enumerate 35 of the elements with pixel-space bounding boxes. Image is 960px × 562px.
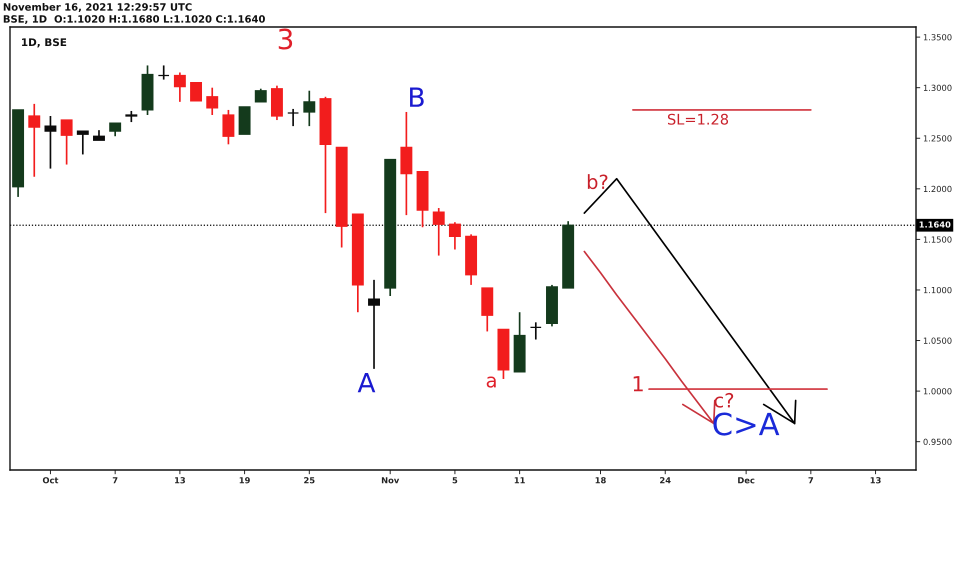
y-tick-label: 1.3500: [924, 34, 952, 40]
annotation: B: [410, 88, 424, 107]
x-tick-label: Oct: [42, 477, 58, 484]
x-tick-label: 25: [304, 477, 315, 484]
annotation: SL=1.28: [668, 114, 728, 125]
ref-line-label: 1.1640: [920, 221, 950, 228]
x-tick-label: 5: [452, 477, 458, 484]
annotation: c?: [714, 392, 734, 408]
y-tick-label: 1.2500: [924, 135, 952, 142]
x-tick-label: 19: [240, 477, 250, 484]
annotation: a: [486, 376, 496, 388]
annotation: C>A: [713, 412, 780, 436]
annotation: b?: [588, 174, 608, 190]
y-tick-label: 1.0500: [924, 338, 952, 344]
x-tick-label: 7: [112, 477, 118, 484]
x-tick-label: 11: [514, 477, 525, 484]
x-tick-label: 13: [175, 477, 186, 484]
y-tick-label: 1.1000: [924, 286, 952, 294]
y-tick-label: 1.0000: [924, 388, 952, 394]
y-tick-label: 1.3000: [924, 84, 952, 91]
x-tick-label: 13: [870, 477, 881, 484]
x-tick-label: 7: [808, 477, 814, 484]
annotation: 3: [278, 28, 292, 50]
text: November 16, 2021 12:29:57 UTC: [4, 3, 192, 12]
x-tick-label: 24: [660, 477, 671, 484]
y-tick-label: 1.1500: [924, 236, 952, 243]
x-tick-label: 18: [596, 477, 606, 484]
y-tick-label: 0.9500: [923, 438, 952, 445]
x-tick-label: Dec: [738, 477, 754, 484]
annotation: A: [358, 373, 376, 392]
x-tick-label: Nov: [382, 477, 400, 484]
text: 1D, BSE: [22, 38, 66, 48]
annotation: 1: [634, 376, 643, 392]
text: BSE, 1D O:1.1020 H:1.1680 L:1.1020 C:1.1640: [4, 15, 265, 24]
y-tick-label: 1.2000: [924, 186, 952, 192]
